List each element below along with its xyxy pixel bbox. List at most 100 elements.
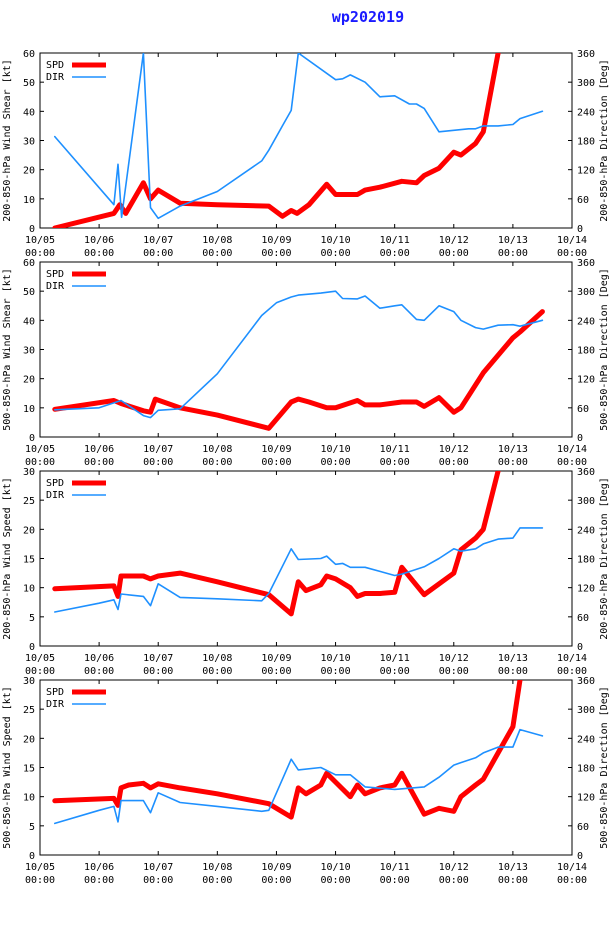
x-tick-label-date: 10/08 bbox=[202, 862, 232, 873]
y-tick-label-left: 25 bbox=[23, 496, 35, 507]
x-tick-label-time: 00:00 bbox=[498, 666, 528, 677]
x-tick-label-date: 10/10 bbox=[321, 653, 351, 664]
y-axis-label-right: 200-850-hPa Direction [Deg] bbox=[599, 477, 610, 640]
x-tick-label-time: 00:00 bbox=[439, 666, 469, 677]
x-tick-label-time: 00:00 bbox=[143, 875, 173, 886]
x-tick-label-date: 10/14 bbox=[557, 862, 587, 873]
x-tick-label-date: 10/08 bbox=[202, 653, 232, 664]
x-tick-label-time: 00:00 bbox=[498, 248, 528, 259]
x-tick-label-time: 00:00 bbox=[202, 248, 232, 259]
x-tick-label-time: 00:00 bbox=[25, 875, 55, 886]
x-tick-label-date: 10/05 bbox=[25, 444, 55, 455]
y-tick-label-right: 0 bbox=[577, 642, 583, 653]
dir-series-line bbox=[53, 527, 544, 613]
y-axis-label-left: 200-850-hPa Wind Speed [kt] bbox=[2, 477, 13, 640]
x-tick-label-time: 00:00 bbox=[143, 666, 173, 677]
x-tick-label-time: 00:00 bbox=[25, 248, 55, 259]
y-tick-label-right: 120 bbox=[577, 793, 595, 804]
x-tick-label-date: 10/10 bbox=[321, 444, 351, 455]
x-tick-label-date: 10/07 bbox=[143, 653, 173, 664]
y-tick-label-right: 240 bbox=[577, 316, 595, 327]
y-tick-label-right: 360 bbox=[577, 676, 595, 687]
y-tick-label-left: 5 bbox=[29, 822, 35, 833]
x-tick-label-time: 00:00 bbox=[84, 457, 114, 468]
x-tick-label-date: 10/07 bbox=[143, 444, 173, 455]
series-group bbox=[52, 680, 544, 825]
x-tick-label-time: 00:00 bbox=[557, 248, 587, 259]
y-tick-label-left: 10 bbox=[23, 404, 35, 415]
y-tick-label-right: 120 bbox=[577, 584, 595, 595]
spd-series-line bbox=[52, 309, 545, 431]
x-tick-label-time: 00:00 bbox=[380, 457, 410, 468]
legend-label-dir: DIR bbox=[46, 490, 65, 501]
x-tick-label-date: 10/06 bbox=[84, 653, 114, 664]
y-tick-label-left: 25 bbox=[23, 705, 35, 716]
series-group bbox=[52, 471, 544, 617]
y-tick-label-right: 300 bbox=[577, 705, 595, 716]
y-tick-label-right: 300 bbox=[577, 496, 595, 507]
y-tick-label-left: 30 bbox=[23, 467, 35, 478]
y-tick-label-left: 20 bbox=[23, 166, 35, 177]
y-tick-label-left: 15 bbox=[23, 764, 35, 775]
x-tick-label-time: 00:00 bbox=[261, 666, 291, 677]
x-tick-label-time: 00:00 bbox=[25, 666, 55, 677]
y-tick-label-right: 60 bbox=[577, 404, 589, 415]
y-tick-label-left: 30 bbox=[23, 137, 35, 148]
x-tick-label-date: 10/11 bbox=[380, 235, 410, 246]
x-tick-label-time: 00:00 bbox=[498, 875, 528, 886]
y-tick-label-left: 5 bbox=[29, 613, 35, 624]
x-tick-label-date: 10/12 bbox=[439, 653, 469, 664]
x-tick-label-date: 10/05 bbox=[25, 862, 55, 873]
y-tick-label-left: 10 bbox=[23, 195, 35, 206]
x-tick-label-date: 10/06 bbox=[84, 235, 114, 246]
x-tick-label-time: 00:00 bbox=[439, 248, 469, 259]
y-axis-label-left: 500-850-hPa Wind Shear [kt] bbox=[2, 268, 13, 431]
x-tick-label-date: 10/06 bbox=[84, 444, 114, 455]
x-tick-label-time: 00:00 bbox=[557, 666, 587, 677]
legend-label-spd: SPD bbox=[46, 687, 64, 698]
x-tick-label-date: 10/13 bbox=[498, 444, 528, 455]
x-tick-label-time: 00:00 bbox=[25, 457, 55, 468]
chart-title: wp202019 bbox=[331, 8, 405, 26]
y-tick-label-left: 20 bbox=[23, 375, 35, 386]
y-tick-label-right: 120 bbox=[577, 166, 595, 177]
x-tick-label-date: 10/11 bbox=[380, 862, 410, 873]
x-tick-label-date: 10/08 bbox=[202, 235, 232, 246]
series-group bbox=[52, 290, 545, 431]
x-tick-label-time: 00:00 bbox=[261, 248, 291, 259]
y-tick-label-left: 0 bbox=[29, 851, 35, 862]
y-tick-label-right: 180 bbox=[577, 137, 595, 148]
x-tick-label-date: 10/09 bbox=[261, 235, 291, 246]
y-tick-label-left: 20 bbox=[23, 525, 35, 536]
y-tick-label-right: 0 bbox=[577, 433, 583, 444]
x-tick-label-time: 00:00 bbox=[261, 875, 291, 886]
x-tick-label-time: 00:00 bbox=[380, 666, 410, 677]
x-tick-label-date: 10/14 bbox=[557, 653, 587, 664]
x-tick-label-date: 10/07 bbox=[143, 862, 173, 873]
y-tick-label-right: 120 bbox=[577, 375, 595, 386]
y-tick-label-left: 50 bbox=[23, 287, 35, 298]
y-tick-label-right: 60 bbox=[577, 613, 589, 624]
y-tick-label-left: 40 bbox=[23, 316, 35, 327]
y-tick-label-right: 0 bbox=[577, 851, 583, 862]
y-tick-label-left: 40 bbox=[23, 107, 35, 118]
x-tick-label-time: 00:00 bbox=[202, 875, 232, 886]
spd-series-line bbox=[52, 680, 523, 820]
y-tick-label-left: 0 bbox=[29, 433, 35, 444]
y-tick-label-right: 300 bbox=[577, 78, 595, 89]
y-tick-label-left: 20 bbox=[23, 734, 35, 745]
y-tick-label-right: 360 bbox=[577, 258, 595, 269]
y-tick-label-right: 60 bbox=[577, 195, 589, 206]
x-tick-label-date: 10/07 bbox=[143, 235, 173, 246]
spd-series-line bbox=[52, 53, 501, 228]
x-tick-label-time: 00:00 bbox=[321, 457, 351, 468]
x-tick-label-date: 10/12 bbox=[439, 444, 469, 455]
y-tick-label-right: 0 bbox=[577, 224, 583, 235]
x-tick-label-date: 10/09 bbox=[261, 862, 291, 873]
x-tick-label-date: 10/13 bbox=[498, 235, 528, 246]
y-tick-label-right: 300 bbox=[577, 287, 595, 298]
x-tick-label-time: 00:00 bbox=[439, 875, 469, 886]
spd-series-line bbox=[52, 471, 501, 617]
legend-label-spd: SPD bbox=[46, 60, 64, 71]
